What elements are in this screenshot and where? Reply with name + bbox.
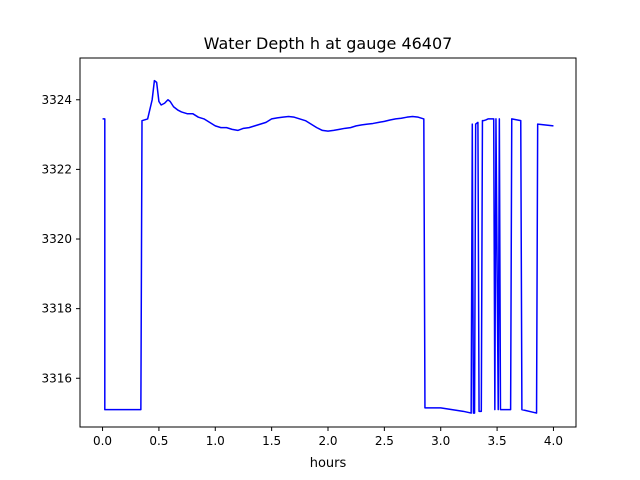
- chart-title: Water Depth h at gauge 46407: [204, 34, 453, 53]
- x-tick-label: 2.0: [318, 434, 337, 448]
- y-tick-label: 3324: [41, 93, 72, 107]
- x-tick-label: 3.0: [431, 434, 450, 448]
- x-axis-label: hours: [310, 456, 347, 471]
- x-tick-label: 1.5: [262, 434, 281, 448]
- y-tick-label: 3316: [41, 371, 72, 385]
- x-tick-label: 0.5: [149, 434, 168, 448]
- x-tick-label: 0.0: [93, 434, 112, 448]
- x-tick-label: 2.5: [375, 434, 394, 448]
- x-tick-label: 4.0: [544, 434, 563, 448]
- y-tick-label: 3320: [41, 232, 72, 246]
- series-line-0: [102, 79, 554, 414]
- x-tick-label: 3.5: [488, 434, 507, 448]
- y-tick-label: 3318: [41, 302, 72, 316]
- x-axis: 0.0 0.5 1.0 1.5 2.0 2.5 3.0 3.5 4.0: [93, 427, 563, 448]
- y-tick-label: 3322: [41, 162, 72, 176]
- x-tick-label: 1.0: [206, 434, 225, 448]
- y-axis: 3316 3318 3320 3322 3324: [41, 93, 80, 385]
- series-layer: [102, 79, 554, 414]
